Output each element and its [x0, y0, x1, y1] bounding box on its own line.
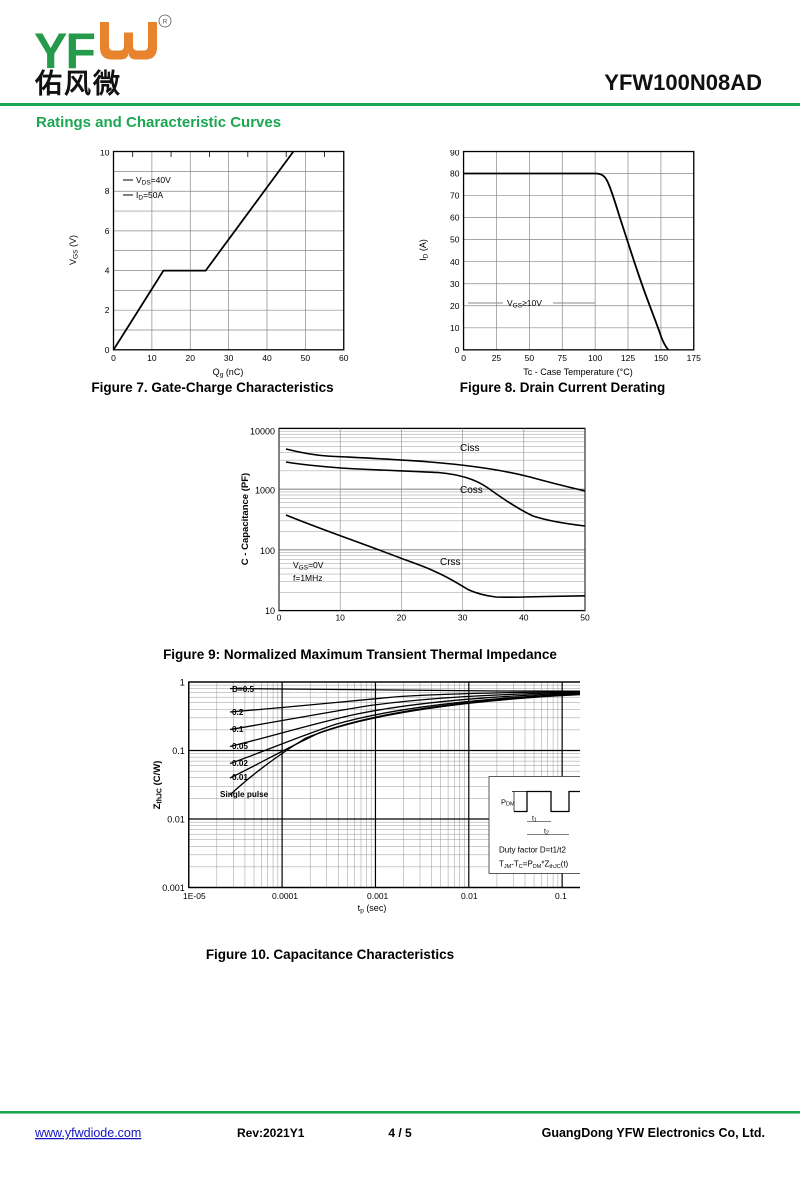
svg-text:0: 0	[461, 353, 466, 363]
svg-text:0.001: 0.001	[367, 891, 389, 901]
svg-text:ZthJC (C/W): ZthJC (C/W)	[152, 761, 164, 810]
svg-text:10000: 10000	[250, 427, 275, 437]
svg-text:90: 90	[450, 150, 460, 158]
svg-text:40: 40	[519, 613, 529, 623]
svg-text:C - Capacitance (PF): C - Capacitance (PF)	[240, 473, 251, 565]
svg-text:0: 0	[105, 345, 110, 355]
svg-text:10: 10	[335, 613, 345, 623]
svg-text:Rev:2021Y1: Rev:2021Y1	[237, 1126, 305, 1140]
svg-text:Tc - Case Temperature (°C): Tc - Case Temperature (°C)	[523, 367, 632, 377]
svg-text:VDS=40V: VDS=40V	[136, 175, 171, 187]
svg-text:20: 20	[450, 301, 460, 311]
svg-text:150: 150	[654, 353, 668, 363]
svg-text:80: 80	[450, 169, 460, 179]
svg-text:Crss: Crss	[440, 557, 461, 568]
svg-text:0.01: 0.01	[167, 815, 185, 825]
svg-text:ID=50A: ID=50A	[136, 190, 163, 202]
svg-text:4: 4	[105, 266, 110, 276]
svg-text:60: 60	[339, 353, 349, 363]
svg-text:ID (A): ID (A)	[418, 239, 430, 261]
svg-text:60: 60	[450, 213, 460, 223]
svg-text:0: 0	[455, 345, 460, 355]
svg-text:0: 0	[111, 353, 116, 363]
svg-text:100: 100	[588, 353, 602, 363]
svg-text:Qg (nC): Qg (nC)	[213, 367, 244, 379]
svg-text:30: 30	[224, 353, 234, 363]
svg-text:R: R	[163, 19, 168, 26]
svg-text:VGS (V): VGS (V)	[68, 235, 80, 265]
svg-text:10: 10	[147, 353, 157, 363]
svg-text:0.0001: 0.0001	[272, 891, 298, 901]
svg-text:0.1: 0.1	[555, 891, 567, 901]
svg-text:40: 40	[450, 257, 460, 267]
svg-text:Ciss: Ciss	[460, 443, 479, 454]
svg-text:Coss: Coss	[460, 485, 483, 496]
svg-text:30: 30	[450, 279, 460, 289]
svg-text:1000: 1000	[255, 486, 275, 496]
svg-text:t1: t1	[532, 816, 537, 824]
svg-text:www.yfwdiode.com: www.yfwdiode.com	[34, 1126, 141, 1140]
svg-text:100: 100	[260, 546, 275, 556]
svg-text:VGS≥10V: VGS≥10V	[507, 298, 542, 310]
svg-text:25: 25	[492, 353, 502, 363]
svg-text:YFW100N08AD: YFW100N08AD	[604, 70, 762, 95]
svg-text:Duty factor D=t1/t2: Duty factor D=t1/t2	[499, 846, 566, 855]
svg-text:0: 0	[277, 613, 282, 623]
svg-text:75: 75	[558, 353, 568, 363]
svg-text:40: 40	[262, 353, 272, 363]
svg-text:10: 10	[100, 150, 110, 158]
svg-text:Single pulse: Single pulse	[220, 790, 269, 799]
svg-text:6: 6	[105, 226, 110, 236]
svg-text:Ratings and Characteristic Cur: Ratings and Characteristic Curves	[36, 114, 281, 131]
svg-text:4 / 5: 4 / 5	[388, 1126, 412, 1140]
svg-text:2: 2	[105, 305, 110, 315]
svg-text:125: 125	[621, 353, 635, 363]
svg-text:10: 10	[265, 606, 275, 616]
svg-text:50: 50	[525, 353, 535, 363]
svg-text:1: 1	[180, 678, 185, 688]
svg-text:VGS=0V: VGS=0V	[293, 560, 324, 572]
svg-text:D=0.5: D=0.5	[232, 685, 255, 694]
svg-text:50: 50	[580, 613, 590, 623]
svg-text:0.1: 0.1	[172, 746, 185, 756]
svg-text:t2: t2	[544, 829, 549, 837]
svg-text:20: 20	[186, 353, 196, 363]
svg-text:tp (sec): tp (sec)	[358, 903, 387, 915]
svg-text:50: 50	[301, 353, 311, 363]
svg-text:175: 175	[687, 353, 701, 363]
svg-text:10: 10	[450, 323, 460, 333]
svg-text:8: 8	[105, 186, 110, 196]
svg-text:f=1MHz: f=1MHz	[293, 573, 323, 583]
svg-text:50: 50	[450, 235, 460, 245]
svg-text:GuangDong YFW Electronics Co,: GuangDong YFW Electronics Co, Ltd.	[542, 1126, 765, 1140]
svg-text:30: 30	[458, 613, 468, 623]
svg-text:0.01: 0.01	[461, 891, 478, 901]
svg-text:1E-05: 1E-05	[183, 891, 206, 901]
svg-text:佑风微: 佑风微	[34, 69, 122, 99]
svg-text:0.2: 0.2	[232, 708, 244, 717]
svg-text:0.001: 0.001	[162, 883, 185, 893]
svg-text:20: 20	[397, 613, 407, 623]
svg-text:70: 70	[450, 191, 460, 201]
